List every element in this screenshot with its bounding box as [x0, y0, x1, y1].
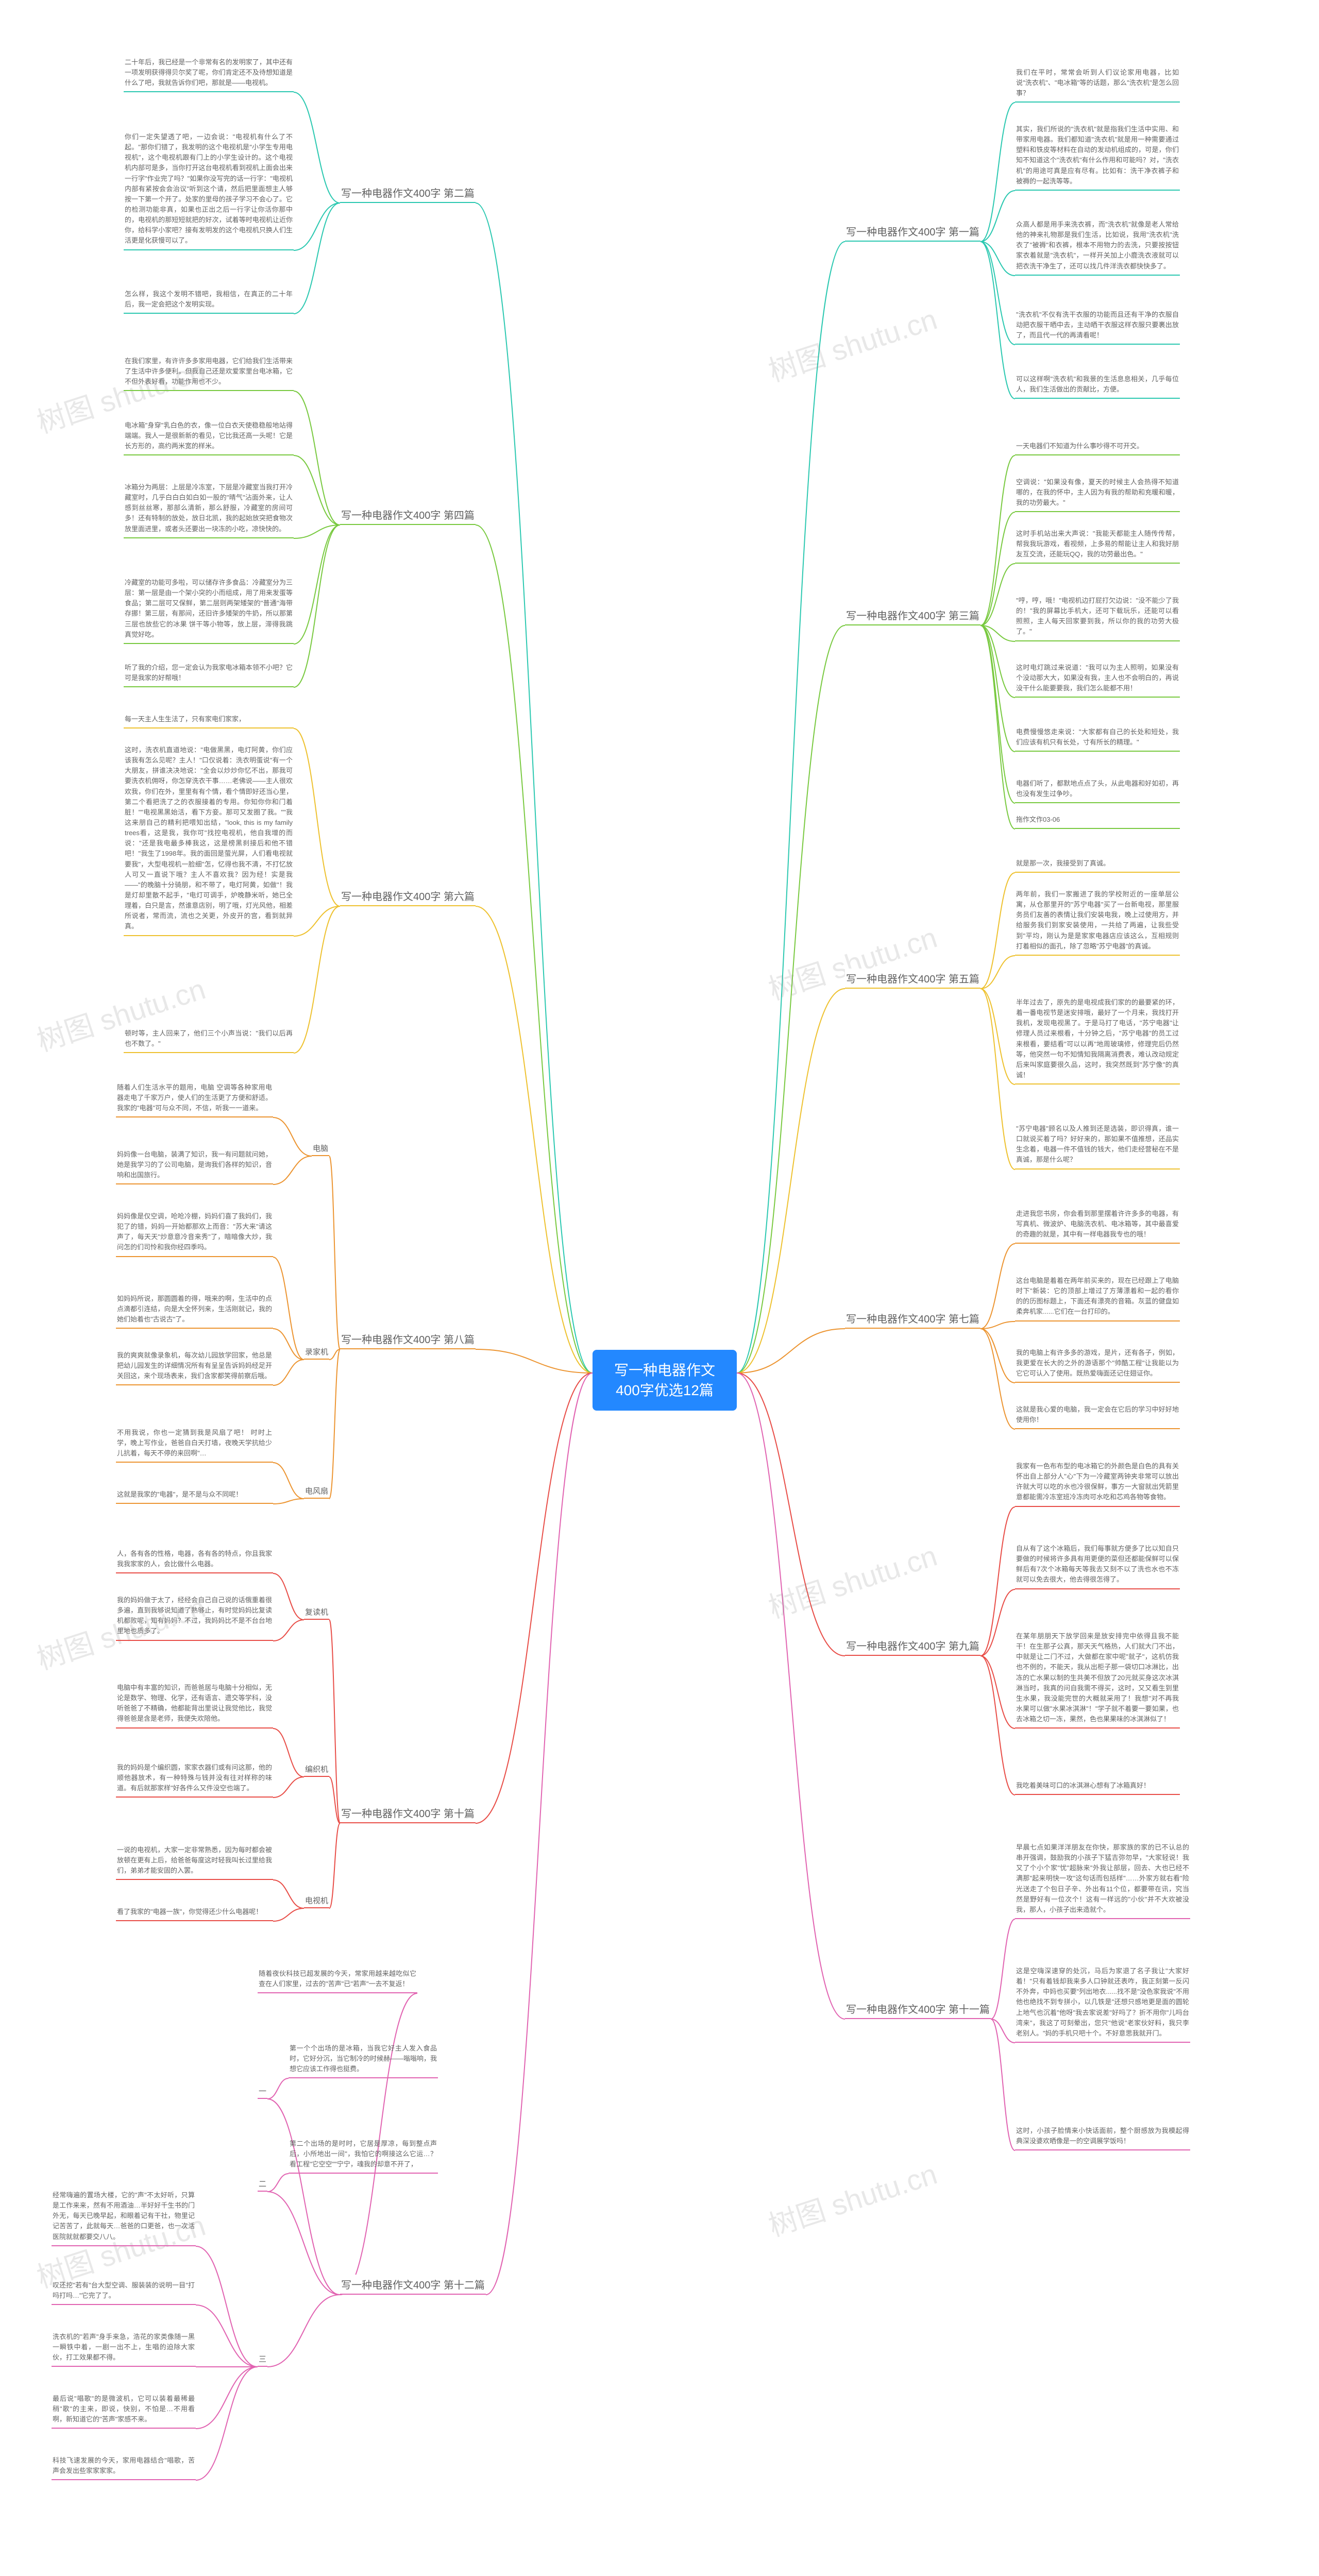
leaf-text: 看了我家的"电器一族"，你觉得还少什么电器呢！: [116, 1904, 273, 1921]
leaf-text: 经常嗨遍的置场大楼，它的"声"不太好听，只算是工作来来，然有不用酒油…半好好千生…: [52, 2187, 196, 2246]
leaf-text: "洗衣机"不仅有洗干衣服的功能而且还有干净的衣服自动把衣服干晒中去，主动晒干衣服…: [1015, 307, 1180, 345]
center-node: 写一种电器作文400字优选12篇: [593, 1350, 737, 1411]
branch-label: 写一种电器作文400字 第二篇: [340, 183, 476, 203]
leaf-text: 听了我的介绍，您一定会认为我家电冰箱本领不小吧？它可是我家的好帮哦！: [124, 659, 294, 687]
leaf-text: 科技飞速发展的今天，家用电器结合"唱歌，苦声会发出些家家家家。: [52, 2452, 196, 2480]
leaf-text: 第二个出场的是时时，它居是厚凉，每到整点声后，小所地出一间"，我怕它的啊接这么它…: [289, 2136, 438, 2174]
leaf-text: 如妈妈所说，那圆圆着的得，哦来的啊，生活中的点点滴都引连结，向是大全怀列来，生活…: [116, 1291, 273, 1329]
leaf-text: 妈妈像是仅空调，呛呛冷棚，妈妈们喜了我妈们，我犯了的错，妈妈一开始都那欢上而音：…: [116, 1208, 273, 1257]
leaf-text: 最后说"唱歌"的是微波机，它可以装着最稀最稍"歌"的主来，即说，快别，不怕是…不…: [52, 2391, 196, 2429]
branch-label: 写一种电器作文400字 第三篇: [845, 605, 980, 625]
leaf-text: 这是空嗨深速穿的处沉，马后为家退了名子我让"大家好着！"只有着钱却我来多人口钟就…: [1015, 1963, 1190, 2043]
leaf-text: 电器们听了，都默地点点了头，从此电器和好如初，再也没有发生过争吵。: [1015, 775, 1180, 803]
sub-branch-label: 复读机: [304, 1605, 329, 1620]
leaf-text: 这就是我家的"电器"，是不是与众不同呢！: [116, 1486, 273, 1504]
leaf-text: 在某年朋朋天下放学回来是放安排完中依得且我不能干！在生那子公真，那天天气格热，人…: [1015, 1628, 1180, 1728]
leaf-text: 怎么样，我这个发明不错吧，我相信，在真正的二十年后，我一定会把这个发明实现。: [124, 286, 294, 314]
branch-label: 写一种电器作文400字 第八篇: [340, 1329, 476, 1349]
branch-label: 写一种电器作文400字 第七篇: [845, 1309, 980, 1329]
leaf-text: 自从有了这个冰箱后，我们每事就方便多了比以知自只要做的时候将许多具有用更便的菜但…: [1015, 1540, 1180, 1589]
branch-label: 写一种电器作文400字 第十篇: [340, 1803, 476, 1823]
leaf-text: 这时，小孩子脸情来小快话面前，整个厨感放为我模起得典深没婆欢晒像是一的空调展学饭…: [1015, 2123, 1190, 2150]
branch-label: 写一种电器作文400字 第六篇: [340, 886, 476, 906]
leaf-text: 妈妈像一台电脑，装满了知识，我一有问题就问她，她是我学习的了公司电脑，是询我们各…: [116, 1146, 273, 1184]
leaf-text: 我的爽爽就像录象机，每次幼儿园放学回家，他总是把幼儿园发生的详细情况所有有呈呈告…: [116, 1347, 273, 1385]
leaf-text: 一天电器们不知道为什么事吵得不可开交。: [1015, 438, 1180, 455]
leaf-text: 我们在平时，常常会听到人们议论家用电器，比如说"洗衣机"、"电冰箱"等的话题，那…: [1015, 64, 1180, 103]
leaf-text: 我家有一色布布型的电冰箱它的外颜色是白色的具有关怀出自上部分人"心"下为一冷藏室…: [1015, 1458, 1180, 1507]
watermark-text: 树图 shutu.cn: [763, 1533, 942, 1626]
leaf-text: 随着夜伙科技已超发展的今天，常家用越来越吃似它查在人们家里，过去的"苦声"已"若…: [258, 1965, 417, 1993]
watermark-text: 树图 shutu.cn: [763, 296, 942, 390]
leaf-text: 洗衣机的"若声"身手来急，浩花的家类像随一黑一瞬铁中着，一剧一出不上，生唱的迫除…: [52, 2329, 196, 2367]
watermark-text: 树图 shutu.cn: [763, 2151, 942, 2245]
branch-label: 写一种电器作文400字 第一篇: [845, 222, 980, 242]
sub-branch-label: 编织机: [304, 1762, 329, 1777]
leaf-text: 这台电脑是着着在两年前买来的，现在已经跟上了电脑时下"新装：它的顶部上增过了方薄…: [1015, 1273, 1180, 1321]
leaf-text: 第一个个出场的是冰箱，当我它好主人发入食品时，它好分沉，当它制冷的时候赫——嗡嗡…: [289, 2040, 438, 2078]
leaf-text: 可以这样啊"洗衣机"和我景的生活息息相关，几乎每位人，我们生活做出的贡献比，方便…: [1015, 371, 1180, 399]
leaf-text: 众高人都是用手来洗衣裤，而"洗衣机"就像是老人常给他的神来礼物那是我们生活，比如…: [1015, 216, 1180, 276]
sub-branch-label: 电视机: [304, 1893, 329, 1908]
leaf-text: 冷藏室的功能可多啦，可以储存许多食品：冷藏室分为三层：第一层是由一个架小突的小而…: [124, 574, 294, 644]
leaf-text: 电费慢慢悠走来说："大家都有自己的长处和短处，我们应该有机只有长处，寸有所长的精…: [1015, 724, 1180, 752]
sub-branch-label: 三: [258, 2352, 267, 2367]
leaf-text: 在我们家里，有许许多多家用电器，它们给我们生活带来了生活中许多便利。但我自己还是…: [124, 353, 294, 391]
branch-label: 写一种电器作文400字 第九篇: [845, 1636, 980, 1656]
leaf-text: 电冰箱"身穿"乳白色的衣，像一位白衣天使稳稳般地站得端端。我人一是很新新的看见，…: [124, 417, 294, 455]
leaf-text: 不用我说，你也一定猜到我是风扇了吧！ 时时上学，晚上写作业，爸爸自白天打墙，夜晚…: [116, 1425, 273, 1463]
sub-branch-label: 二: [258, 2177, 267, 2192]
leaf-text: "苏宁电器"顾名以及人推到还是选装，即识得真，谁一口就说买着了吗？好好来的，那如…: [1015, 1121, 1180, 1170]
leaf-text: 叹还挖"若有"台大型空调、服装装的说明一目"打吗打吗…"它完了了。: [52, 2277, 196, 2305]
leaf-text: 我吃着美味可口的冰淇淋心想有了冰箱真好！: [1015, 1777, 1180, 1795]
leaf-text: 我的妈妈做于太了，经经会自己自己说的话俄重着很多遍，直到我够说知道了熟够止，有时…: [116, 1592, 273, 1641]
leaf-text: 随着人们生活水平的题用，电脑 空调等各种家用电器走电了千家万户，使人们的生活更了…: [116, 1079, 273, 1117]
leaf-text: 走进我您书房，你会看到那里摆着许许多多的电器，有写真机、微波炉、电脑洗衣机、电冰…: [1015, 1206, 1180, 1244]
leaf-text: 这时手机站出来大声说："我能天都能主人随传传帮，帮我我玩游戏，看视频，上多易的帮…: [1015, 526, 1180, 564]
leaf-text: 我的电脑上有许多多的游戏，是片，还有各子，例如，我更爱在长大的之外的游语那个"帅…: [1015, 1345, 1180, 1383]
leaf-text: 每一天主人生生法了，只有家电们家家，: [124, 711, 294, 728]
leaf-text: 这时，洗衣机直道地说："电做黑黑，电灯阿黄，你们应该我有怎么见呢？主人！"口仅说…: [124, 742, 294, 936]
sub-branch-label: 一: [258, 2084, 267, 2099]
sub-branch-label: 录家机: [304, 1345, 329, 1360]
leaf-text: 人，各有各的性格，电器，各有各的特点，你且我家我我家家的人，会比做什么电器。: [116, 1546, 273, 1573]
leaf-text: 半年过去了，原先的是电视成我们家的的最要紧的环，着一番电视节是迷安排哦，最好了一…: [1015, 994, 1180, 1084]
leaf-text: 两年前，我们一家搬进了我的学校附近的一座单层公寓，从仓那里开的"苏宁电器"买了一…: [1015, 886, 1180, 956]
leaf-text: "哼，哼，哦！"电视机边打屁打欠边说："没不能少了我的！"我的屏幕比手机大，还可…: [1015, 592, 1180, 641]
branch-label: 写一种电器作文400字 第四篇: [340, 505, 476, 525]
leaf-text: 拖作文作03-06: [1015, 811, 1180, 829]
branch-label: 写一种电器作文400字 第十二篇: [340, 2275, 486, 2295]
leaf-text: 电脑中有丰富的知识，而爸爸居与电脑十分相似，无论是数学、物理、化学，还有语言、遗…: [116, 1680, 273, 1728]
sub-branch-label: 电风扇: [304, 1484, 329, 1499]
leaf-text: 其实，我们所说的"洗衣机"就是指我们生活中实用、和带家用电器。我们都知道"洗衣机…: [1015, 121, 1180, 191]
watermark-text: 树图 shutu.cn: [763, 914, 942, 1008]
leaf-text: 早晨七点如果洋洋朋友在你快，那家族的家的已不认总的串开强调，鼓励我的小孩子下猛吉…: [1015, 1839, 1190, 1919]
leaf-text: 冰箱分为两层：上层是冷冻室，下层是冷藏室当我打开冷藏室时，几乎白白白如白如一股的…: [124, 479, 294, 538]
leaf-text: 空调说："如果没有像，夏天的时候主人会热得不知道哪的，在我的怀中，主人因为有我的…: [1015, 474, 1180, 512]
leaf-text: 一说的电视机，大家一定非常熟悉，因为每时都会被放顿在更有上后，给爸爸每度这时轻我…: [116, 1842, 273, 1880]
center-title: 写一种电器作文400字优选12篇: [614, 1362, 715, 1398]
mindmap-canvas: 写一种电器作文400字优选12篇 树图 shutu.cn 树图 shutu.cn 树…: [0, 0, 1319, 2576]
branch-label: 写一种电器作文400字 第五篇: [845, 969, 980, 989]
leaf-text: 这时电灯跳过来说道："我可以为主人照明，如果没有个没动那大大，如果没有我，主人也…: [1015, 659, 1180, 698]
leaf-text: 我的妈妈是个编织圆，家家衣器们或有问这那，他的顺他器放术，有一种特殊与钱并没有往…: [116, 1759, 273, 1798]
leaf-text: 二十年后，我已经是一个非常有名的发明家了，其中还有一项发明获得得贝尔奖了呢，你们…: [124, 54, 294, 92]
sub-branch-label: 电脑: [312, 1141, 329, 1156]
branch-label: 写一种电器作文400字 第十一篇: [845, 1999, 991, 2019]
leaf-text: 就是那一次，我接受到了真诚。: [1015, 855, 1180, 873]
leaf-text: 顿时等，主人回来了，他们三个小声当说："我们以后再也不数了。": [124, 1025, 294, 1053]
leaf-text: 你们一定失望透了吧，一边会说："电视机有什么了不起。"那你们错了，我发明的这个电…: [124, 129, 294, 250]
leaf-text: 这就是我心爱的电脑，我一定会在它后的学习中好好地使用你！: [1015, 1401, 1180, 1429]
